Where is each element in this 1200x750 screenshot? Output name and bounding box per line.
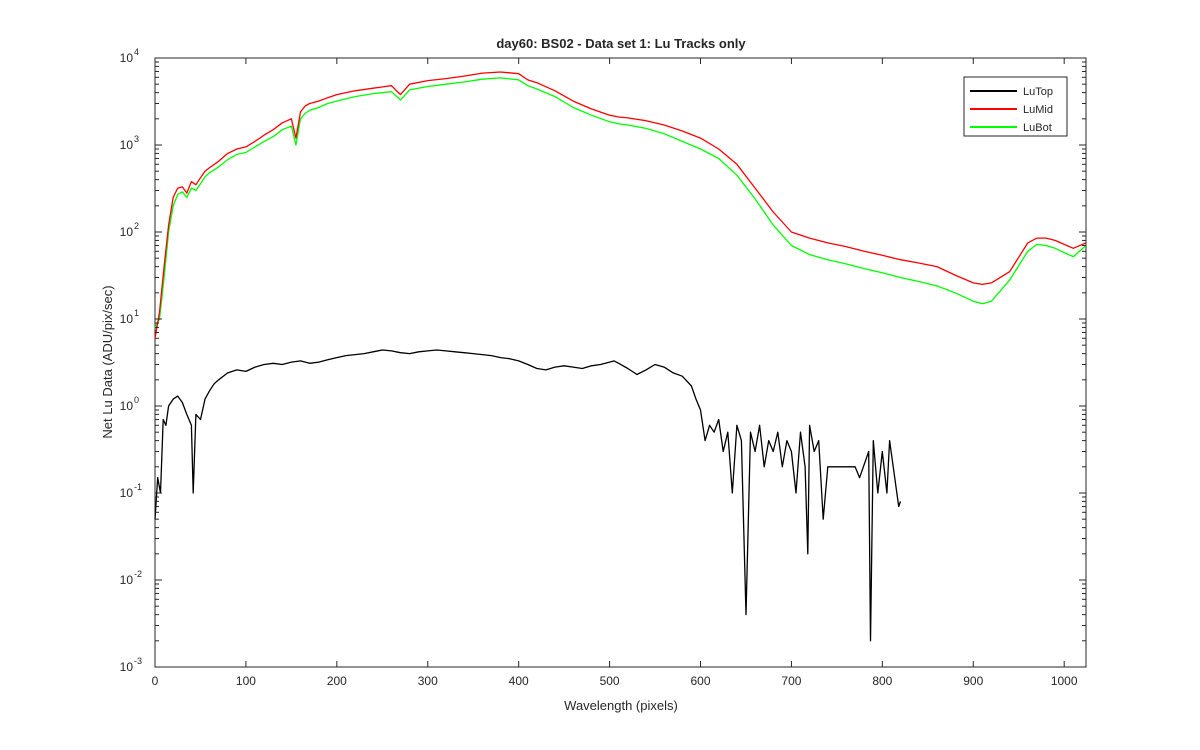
x-tick-label: 900 [963,674,983,688]
x-tick-label: 1000 [1051,674,1078,688]
y-tick-label-base: 10 [120,399,134,413]
legend-label: LuBot [1023,122,1052,134]
x-tick-label: 800 [872,674,892,688]
x-tick-label: 500 [600,674,620,688]
y-tick-label-base: 10 [120,138,134,152]
y-axis-label: Net Lu Data (ADU/pix/sec) [100,285,115,438]
y-tick-label-exponent: 2 [134,221,139,231]
y-tick-label: 10 1 [120,308,139,326]
x-tick-label: 400 [509,674,529,688]
legend-label: LuMid [1023,104,1053,116]
legend: LuTop LuMid LuBot [963,76,1068,137]
y-tick-label-base: 10 [120,225,134,239]
y-tick-label: 10 -3 [120,656,142,674]
x-tick-label: 700 [781,674,801,688]
ticks-layer: 0 100 200 300 400 500 600 700 800 900 100010-310-2… [120,47,1086,688]
y-tick-label-exponent: -1 [134,482,142,492]
series-line-lutop [154,349,902,642]
series-line-lubot [154,77,1087,328]
y-tick-label-base: 10 [120,660,134,674]
series-line-lumid [154,71,1087,339]
y-tick-label-base: 10 [120,312,134,326]
y-tick-label: 10 4 [120,47,139,65]
y-tick-label-base: 10 [120,573,134,587]
x-tick-label: 100 [236,674,256,688]
legend-label: LuTop [1023,86,1053,98]
y-tick-label-exponent: 0 [134,395,139,405]
series-layer [154,71,1087,642]
chart-title: day60: BS02 - Data set 1: Lu Tracks only [496,36,746,51]
y-tick-label-exponent: 1 [134,308,139,318]
y-tick-label: 10 -1 [120,482,142,500]
y-tick-label-base: 10 [120,51,134,65]
y-tick-label: 10 2 [120,221,139,239]
x-tick-label: 0 [152,674,159,688]
x-axis-label: Wavelength (pixels) [564,698,678,713]
y-tick-label-base: 10 [120,486,134,500]
y-tick-label: 10 0 [120,395,139,413]
y-tick-label-exponent: 4 [134,47,139,57]
y-tick-label: 10 -2 [120,569,142,587]
legend-items: LuTop LuMid LuBot [970,86,1053,134]
x-tick-label: 600 [690,674,710,688]
plot-area [154,57,1087,668]
x-tick-label: 300 [418,674,438,688]
y-tick-label-exponent: -3 [134,656,142,666]
y-tick-label-exponent: -2 [134,569,142,579]
y-tick-label-exponent: 3 [134,134,139,144]
y-tick-label: 10 3 [120,134,139,152]
axes-box [154,57,1087,668]
x-tick-label: 200 [327,674,347,688]
